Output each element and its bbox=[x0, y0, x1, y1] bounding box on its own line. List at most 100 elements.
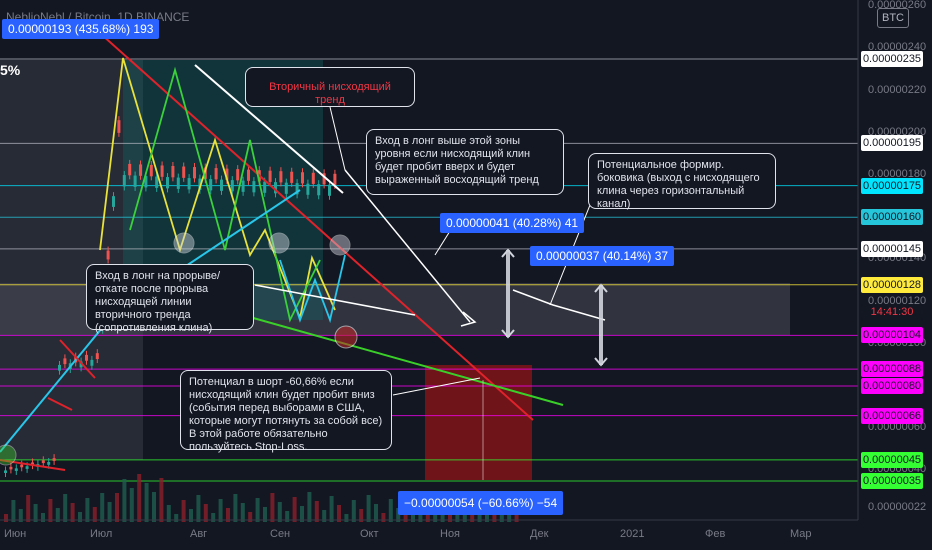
volume-bar bbox=[152, 492, 156, 522]
arrow-head bbox=[460, 311, 477, 327]
volume-bar bbox=[455, 511, 460, 522]
measure-arrow-2-tail bbox=[594, 357, 608, 367]
measure-up1-label: 0.00000041 (40.28%) 41 bbox=[440, 213, 585, 233]
candle-body bbox=[322, 173, 326, 185]
callout-sideways: Потенциальное формир. боковика (выход с … bbox=[588, 153, 776, 210]
volume-bar bbox=[107, 502, 112, 522]
candle-body bbox=[95, 353, 99, 360]
volume-bar bbox=[255, 498, 260, 522]
price-tick: 0.00000120 bbox=[868, 294, 927, 307]
candle-body bbox=[198, 178, 202, 190]
price-tick: 0.00000220 bbox=[868, 83, 927, 96]
candle-body bbox=[241, 180, 245, 192]
measure-arrow-1-tail bbox=[501, 329, 515, 339]
currency-badge[interactable]: BTC bbox=[877, 8, 909, 28]
candle-body bbox=[311, 172, 315, 184]
price-tag: 0.00000104 bbox=[861, 327, 923, 344]
price-tag: 0.00000175 bbox=[861, 177, 923, 194]
time-tick: Дек bbox=[530, 528, 549, 540]
candle-body bbox=[166, 177, 169, 189]
volume-bar bbox=[218, 499, 223, 522]
volume-bar bbox=[144, 483, 149, 522]
candle-body bbox=[79, 361, 83, 368]
volume-bar bbox=[100, 493, 105, 522]
candle-body bbox=[31, 462, 34, 466]
short-target-zone bbox=[425, 365, 532, 480]
resistance-trendline bbox=[91, 25, 534, 421]
support-trendline bbox=[199, 302, 564, 406]
candle-body bbox=[117, 120, 121, 133]
volume-bar bbox=[196, 495, 201, 522]
touch-circle-low bbox=[334, 325, 358, 349]
volume-bar bbox=[418, 512, 423, 522]
measure-down-label: −0.00000054 (−60.66%) −54 bbox=[398, 491, 564, 515]
candle-body bbox=[236, 169, 240, 181]
measure-up2-label: 0.00000037 (40.14%) 37 bbox=[530, 246, 675, 266]
volume-bar bbox=[129, 488, 134, 522]
volume-bar bbox=[63, 494, 68, 522]
measure-arrow-1-head bbox=[501, 248, 515, 258]
volume-bar bbox=[159, 478, 164, 522]
secondary-trendline bbox=[194, 64, 344, 194]
candle-body bbox=[144, 176, 148, 188]
measure-top-label: 0.00000193 (435.68%) 193 bbox=[2, 19, 160, 39]
volume-bar bbox=[381, 513, 386, 522]
price-tick: 0.00000060 bbox=[868, 421, 927, 434]
candle-body bbox=[247, 169, 250, 181]
volume-bar bbox=[300, 506, 304, 522]
volume-bar bbox=[263, 507, 267, 522]
volume-bar bbox=[337, 505, 341, 522]
volume-bar bbox=[314, 501, 319, 522]
candle-body bbox=[301, 172, 304, 184]
volume-bar bbox=[48, 499, 53, 522]
candle-body bbox=[209, 179, 213, 191]
candle-body bbox=[328, 184, 331, 196]
price-tag: 0.00000045 bbox=[861, 451, 923, 468]
candle-body bbox=[176, 177, 180, 189]
price-tag: 0.00000195 bbox=[861, 135, 923, 152]
volume-bar bbox=[4, 514, 8, 522]
price-tag: 0.00000128 bbox=[861, 276, 923, 293]
pointer-long-above-path bbox=[344, 169, 471, 323]
price-tick: 0.00000022 bbox=[868, 501, 927, 514]
volume-bar bbox=[189, 509, 193, 522]
candle-body bbox=[268, 170, 272, 182]
time-tick: Сен bbox=[270, 528, 291, 540]
candle-body bbox=[52, 458, 56, 461]
candle-body bbox=[149, 164, 153, 177]
time-tick: Ноя bbox=[440, 528, 461, 540]
candle-body bbox=[58, 364, 61, 371]
candle-body bbox=[63, 358, 67, 365]
candle-body bbox=[139, 164, 142, 176]
candle-body bbox=[317, 184, 321, 196]
candle-body bbox=[9, 466, 13, 470]
candle-body bbox=[225, 168, 229, 180]
wedge-inner-blue-zig bbox=[279, 254, 346, 324]
volume-bar bbox=[322, 510, 327, 522]
volume-bar bbox=[85, 498, 90, 522]
volume-bar bbox=[307, 492, 312, 522]
volume-bar bbox=[277, 502, 282, 522]
candle-body bbox=[85, 354, 88, 361]
volume-bar bbox=[18, 509, 23, 522]
volume-bar bbox=[55, 508, 60, 522]
candle-body bbox=[41, 460, 45, 464]
wedge-inner-blue bbox=[179, 189, 301, 271]
volume-bar bbox=[226, 508, 230, 522]
volume-bar bbox=[115, 493, 119, 522]
candle-body bbox=[14, 468, 18, 471]
volume-bar bbox=[203, 504, 208, 522]
volume-bar bbox=[233, 494, 238, 522]
candle-body bbox=[263, 181, 267, 193]
candle-body bbox=[230, 180, 234, 192]
volume-bar bbox=[92, 507, 97, 522]
volume-bar bbox=[270, 493, 275, 522]
volume-bar bbox=[11, 500, 16, 522]
candle-body bbox=[106, 250, 110, 260]
candle-body bbox=[155, 176, 159, 188]
volume-bar bbox=[359, 509, 364, 522]
sideways-channel-line bbox=[512, 289, 606, 321]
volume-bar bbox=[396, 508, 401, 522]
price-tag: 0.00000066 bbox=[861, 407, 923, 424]
callout-tail-3 bbox=[329, 106, 346, 171]
